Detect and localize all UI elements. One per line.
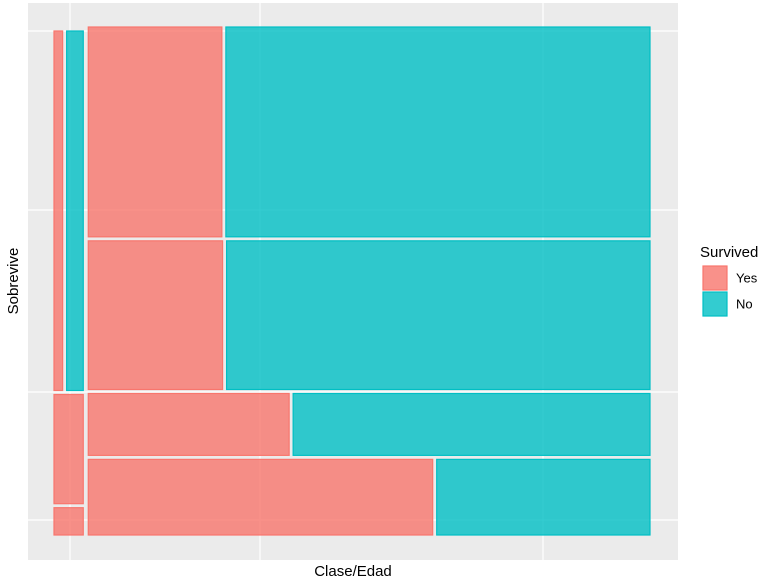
x-axis-label: Clase/Edad [314, 563, 392, 580]
y-axis-label: Sobrevive [5, 248, 22, 315]
legend-label: No [736, 296, 753, 311]
tile [53, 30, 64, 392]
tile [87, 392, 290, 456]
tile [436, 458, 651, 536]
tile [87, 240, 224, 391]
legend-key [702, 265, 728, 291]
tile [292, 392, 651, 456]
tile [53, 393, 84, 505]
tile [87, 458, 434, 536]
legend-title: Survived [700, 244, 758, 261]
tile [66, 30, 84, 392]
tile [225, 26, 651, 238]
tile [225, 240, 651, 391]
tile [87, 26, 223, 238]
tile [53, 507, 84, 536]
legend-label: Yes [736, 270, 758, 285]
legend-key [702, 291, 728, 317]
